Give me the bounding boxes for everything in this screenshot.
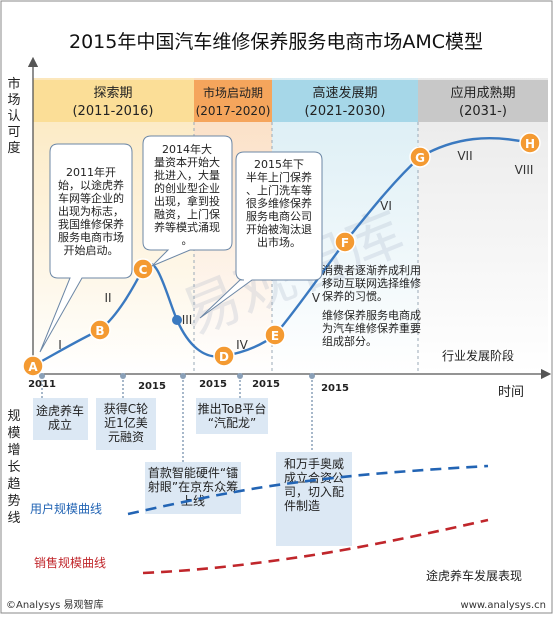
- y-axis-label: 市 场 认 可 度: [7, 76, 20, 156]
- svg-text:G: G: [415, 151, 425, 165]
- stage-roman-II: II: [104, 291, 111, 305]
- event-4-text: 首款智能硬件“镭射眼”在京东众筹上线: [148, 465, 238, 508]
- svg-text:F: F: [341, 236, 349, 250]
- event-dot-1: [39, 373, 45, 379]
- event-dot-3: [180, 373, 186, 379]
- event-box-3: [196, 398, 268, 434]
- curve-point-C: C: [132, 258, 154, 280]
- svg-text:模: 模: [7, 426, 20, 441]
- phase-band-1: [33, 80, 194, 122]
- year-tick-2015-b: 2015: [199, 379, 227, 390]
- curve-point-G: G: [409, 146, 431, 168]
- curve-point-H: H: [519, 132, 541, 154]
- curve-point-B: B: [89, 319, 111, 341]
- industry-stage-label: 行业发展阶段: [442, 348, 514, 363]
- phase-3-name: 高速发展期: [312, 85, 377, 101]
- user-scale-curve: [127, 464, 489, 516]
- svg-text:度: 度: [7, 140, 20, 156]
- legend-user: 用户规模曲线: [30, 501, 102, 516]
- svg-text:A: A: [28, 360, 38, 374]
- phase-band-3: [272, 80, 418, 122]
- event-2-text: 获得C轮近1亿美元融资: [104, 401, 148, 444]
- callout-2015-text: 2015年下半年上门保养、上门洗车等很多维修保养服务电商公司开始被淘汰退出市场。: [246, 157, 312, 249]
- event-5-text: 和万手奥威成立合资公司，切入配件制造: [284, 457, 344, 513]
- phase-bg-4: [418, 78, 548, 374]
- event-box-2: [96, 398, 156, 450]
- phase-4-period: (2031-): [459, 104, 507, 119]
- event-dot-4: [237, 373, 243, 379]
- legend-sales: 销售规模曲线: [34, 555, 106, 570]
- event-dot-2: [120, 373, 126, 379]
- stage-roman-III: III: [182, 313, 193, 327]
- year-tick-2015-d: 2015: [321, 383, 349, 394]
- svg-text:市: 市: [7, 76, 20, 92]
- event-box-5: [276, 452, 352, 546]
- stage-roman-VI: VI: [380, 199, 392, 213]
- event-1-text: 途虎养车成立: [36, 403, 84, 432]
- event-dot-5: [309, 373, 315, 379]
- sales-scale-curve: [142, 518, 489, 575]
- chart-title: 2015年中国汽车维修保养服务电商市场AMC模型: [69, 31, 483, 53]
- phase-1-period: (2011-2016): [72, 104, 153, 119]
- year-tick-2015-a: 2015: [138, 381, 166, 392]
- stage-roman-VIII: VIII: [515, 163, 534, 177]
- svg-text:场: 场: [7, 93, 20, 108]
- svg-text:B: B: [95, 324, 104, 338]
- footer-left: ©Analysys 易观智库: [6, 598, 104, 611]
- stage-roman-V: V: [312, 291, 321, 305]
- phase-4-name: 应用成熟期: [450, 85, 515, 101]
- stage-roman-VII: VII: [457, 149, 472, 163]
- svg-text:线: 线: [7, 511, 20, 526]
- curve-point-A: A: [22, 355, 44, 377]
- event-box-4: [145, 462, 241, 514]
- callout-2014-text: 2014年大量资本开始大批进入，大量的创业型企业出现，拿到投融资，上门保养等模式…: [154, 142, 220, 247]
- curve-point-III: [172, 315, 182, 325]
- x-axis-label: 时间: [498, 385, 524, 400]
- svg-text:E: E: [271, 329, 279, 343]
- stage-roman-IV: IV: [236, 338, 249, 352]
- event-box-1: [33, 398, 88, 440]
- footer-right: www.analysys.cn: [461, 600, 546, 611]
- svg-text:规: 规: [7, 409, 20, 424]
- year-tick-2015-c: 2015: [252, 379, 280, 390]
- right-note-2: 维修保养服务电商成为汽车维修保养重要组成部分。: [322, 308, 421, 348]
- phase-3-period: (2021-2030): [304, 104, 385, 119]
- svg-text:长: 长: [7, 460, 20, 475]
- phase-1-name: 探索期: [93, 86, 132, 101]
- curve-point-F: F: [334, 231, 356, 253]
- svg-text:增: 增: [7, 443, 20, 458]
- curve-point-E: E: [264, 324, 286, 346]
- svg-text:认: 认: [7, 109, 20, 124]
- callout-2011: [39, 143, 133, 353]
- phase-band-2: [194, 80, 272, 122]
- svg-text:D: D: [219, 350, 229, 364]
- svg-text:可: 可: [7, 125, 20, 140]
- phase-2-period: (2017-2020): [196, 104, 271, 118]
- lower-y-label: 规 模 增 长 趋 势 线: [7, 409, 20, 526]
- right-note-1: 消费者逐渐养成利用移动互联网选择维修保养的习惯。: [322, 263, 421, 303]
- curve-point-D: D: [213, 345, 235, 367]
- callout-2011-text: 2011年开始，以途虎养车网等企业的出现为标志，我国维修保养服务电商市场开始启动…: [58, 165, 124, 257]
- callout-2015: [199, 151, 323, 319]
- phase-2-name: 市场启动期: [203, 85, 263, 100]
- event-3-text: 推出ToB平台“汽配龙”: [198, 401, 267, 430]
- stage-roman-I: I: [58, 338, 62, 352]
- svg-text:H: H: [525, 137, 535, 151]
- svg-text:趋: 趋: [7, 477, 20, 492]
- svg-text:势: 势: [7, 493, 20, 509]
- phase-band-4: [418, 80, 548, 122]
- lower-caption: 途虎养车发展表现: [426, 568, 522, 583]
- callout-2014: [142, 135, 233, 267]
- svg-text:C: C: [139, 263, 148, 277]
